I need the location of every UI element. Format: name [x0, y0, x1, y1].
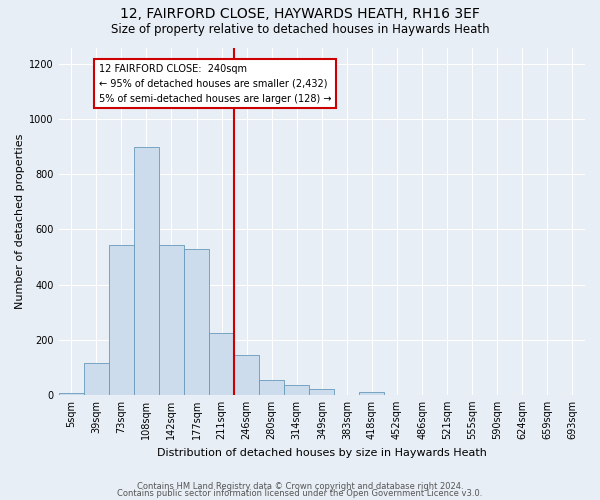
Text: Size of property relative to detached houses in Haywards Heath: Size of property relative to detached ho…	[110, 22, 490, 36]
Bar	[284, 385, 309, 395]
Bar	[209, 333, 234, 395]
X-axis label: Distribution of detached houses by size in Haywards Heath: Distribution of detached houses by size …	[157, 448, 487, 458]
Bar	[59, 392, 84, 395]
Bar	[184, 248, 209, 395]
Bar	[234, 355, 259, 395]
Bar	[109, 244, 134, 395]
Text: 12, FAIRFORD CLOSE, HAYWARDS HEATH, RH16 3EF: 12, FAIRFORD CLOSE, HAYWARDS HEATH, RH16…	[120, 8, 480, 22]
Bar	[259, 380, 284, 395]
Text: 12 FAIRFORD CLOSE:  240sqm
← 95% of detached houses are smaller (2,432)
5% of se: 12 FAIRFORD CLOSE: 240sqm ← 95% of detac…	[99, 64, 331, 104]
Bar	[309, 390, 334, 395]
Text: Contains HM Land Registry data © Crown copyright and database right 2024.: Contains HM Land Registry data © Crown c…	[137, 482, 463, 491]
Text: Contains public sector information licensed under the Open Government Licence v3: Contains public sector information licen…	[118, 489, 482, 498]
Bar	[84, 363, 109, 395]
Bar	[359, 392, 385, 395]
Y-axis label: Number of detached properties: Number of detached properties	[15, 134, 25, 309]
Bar	[134, 146, 159, 395]
Bar	[159, 244, 184, 395]
